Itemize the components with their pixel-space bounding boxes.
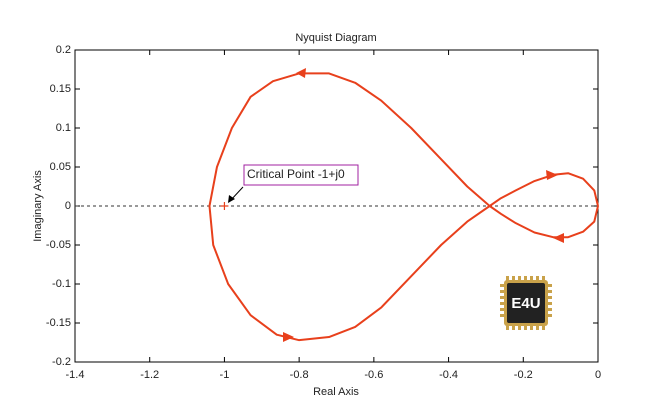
x-tick-label: -1.2 (140, 369, 159, 381)
x-tick-label: -0.8 (290, 369, 309, 381)
arrow (553, 233, 564, 243)
x-tick-label: -1.4 (66, 369, 85, 381)
x-tick-label: -1 (220, 369, 230, 381)
arrow (296, 68, 306, 78)
chart-title: Nyquist Diagram (295, 32, 376, 44)
y-axis-label: Imaginary Axis (32, 170, 44, 242)
y-tick-label: 0.2 (56, 44, 71, 56)
x-axis-label: Real Axis (313, 386, 359, 398)
y-tick-label: 0.1 (56, 122, 71, 134)
plot: -1.4 -1.2 -1 -0.8 -0.6 -0.4 -0.2 0 -0.2 -0.15 -0.1… (46, 44, 601, 381)
nyquist-curve (208, 72, 599, 342)
y-tick-label: 0.05 (50, 161, 71, 173)
logo: E4U (500, 276, 552, 330)
logo-text: E4U (511, 295, 540, 312)
arrow (283, 332, 294, 342)
x-tick-label: -0.6 (364, 369, 383, 381)
annotation: Critical Point -1+j0 (247, 167, 345, 181)
y-tick-label: -0.2 (52, 356, 71, 368)
y-tick-label: 0 (65, 200, 71, 212)
y-tick-label: -0.15 (46, 317, 71, 329)
critical-point-marker (220, 202, 229, 210)
x-tick-label: -0.4 (439, 369, 458, 381)
annotation-arrowhead (228, 195, 235, 203)
y-tick-label: -0.1 (52, 278, 71, 290)
y-tick-label: 0.15 (50, 83, 71, 95)
x-tick-label: 0 (595, 369, 601, 381)
y-tick-label: -0.05 (46, 239, 71, 251)
annotation-box (243, 164, 359, 186)
x-tick-label: -0.2 (514, 369, 533, 381)
arrow (546, 170, 558, 180)
direction-arrows (283, 68, 564, 342)
